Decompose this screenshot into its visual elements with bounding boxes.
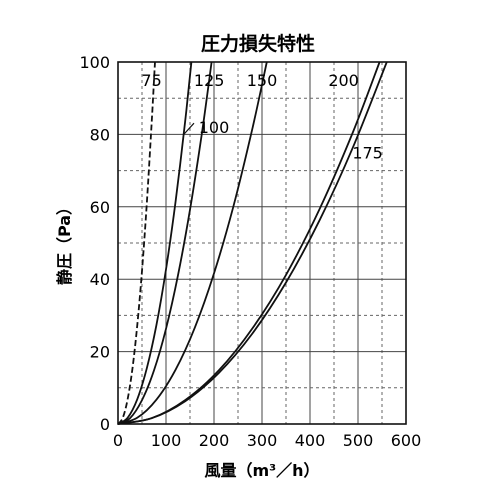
curve-label: 100: [199, 118, 230, 137]
curve-label: 150: [247, 71, 278, 90]
y-tick-label: 0: [100, 415, 110, 434]
curve-labels: 75 100 125 150 175 200: [141, 71, 382, 162]
grid: [117, 61, 407, 425]
x-tick-label: 0: [113, 431, 123, 450]
plot-frame: [117, 61, 407, 425]
series-line-75: [117, 61, 156, 425]
series-line-150: [117, 61, 268, 425]
tick-labels: 0 100 200 300 400 500 600 0 20 40 60 80 100: [79, 53, 421, 450]
curve-label: 75: [141, 71, 161, 90]
x-tick-label: 100: [151, 431, 182, 450]
x-tick-label: 200: [199, 431, 230, 450]
x-tick-label: 300: [247, 431, 278, 450]
y-tick-label: 80: [90, 125, 110, 144]
x-tick-label: 600: [391, 431, 422, 450]
x-axis-label: 風量（m³／h）: [204, 461, 319, 480]
series-line-125: [117, 61, 213, 425]
x-tick-label: 500: [343, 431, 374, 450]
chart-title: 圧力損失特性: [201, 32, 315, 55]
x-tick-label: 400: [295, 431, 326, 450]
curve-label-leader: [183, 122, 195, 135]
y-axis-label: 静圧（Pa）: [55, 199, 74, 285]
y-tick-label: 60: [90, 198, 110, 217]
series-line-200: [117, 61, 388, 425]
curves: [117, 61, 388, 425]
y-tick-label: 20: [90, 343, 110, 362]
curve-label: 175: [352, 144, 383, 163]
series-line-100: [117, 61, 193, 425]
curve-label: 125: [194, 71, 225, 90]
y-tick-label: 40: [90, 270, 110, 289]
y-tick-label: 100: [79, 53, 110, 72]
curve-label: 200: [328, 71, 359, 90]
